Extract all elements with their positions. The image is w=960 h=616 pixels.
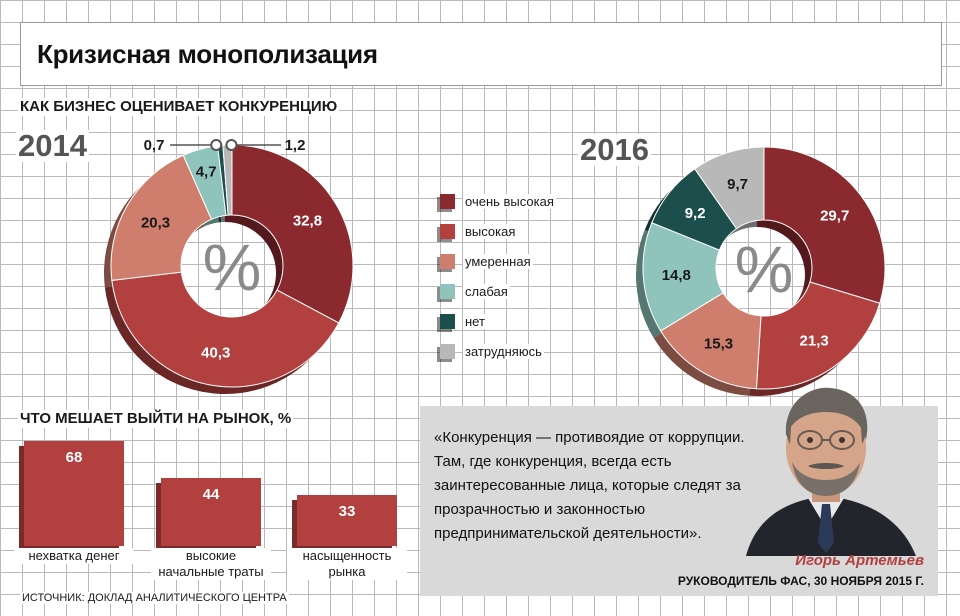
donut-2014-label-4: 0,7	[144, 137, 165, 154]
donut-2016-label-2: 15,3	[704, 335, 733, 352]
legend-label: нет	[463, 313, 487, 329]
donut-2016-slice-5	[694, 146, 765, 230]
source-note: ИСТОЧНИК: ДОКЛАД АНАЛИТИЧЕСКОГО ЦЕНТРА	[20, 592, 289, 604]
legend-item: высокая	[440, 216, 556, 246]
quote-author: Игорь Артемьев	[795, 552, 924, 569]
legend-item: слабая	[440, 276, 556, 306]
bar-category-label-line: начальные траты	[158, 564, 264, 579]
bar-category-label: нехватка денег	[14, 548, 134, 564]
quote-text: «Конкуренция — противоядие от коррупции.…	[434, 429, 745, 542]
year-2016-label: 2016	[578, 132, 651, 167]
legend-swatch	[440, 343, 455, 359]
legend-label: очень высокая	[463, 193, 556, 209]
legend-swatch	[440, 253, 455, 269]
legend-swatch	[440, 283, 455, 299]
quote-box: «Конкуренция — противоядие от коррупции.…	[420, 387, 938, 596]
legend: очень высокая высокая умеренная слабая нет за…	[440, 186, 556, 366]
bar: 44	[161, 478, 261, 546]
donut-2014-label-3: 4,7	[196, 163, 217, 180]
donut-2014-label-5: 1,2	[285, 137, 306, 154]
donut-2014-label-2: 20,3	[141, 214, 170, 231]
donut-2014-slice-2	[110, 154, 213, 281]
donut-2016-slice-0	[763, 146, 886, 304]
quote-author-role: РУКОВОДИТЕЛЬ ФАС, 30 НОЯБРЯ 2015 Г.	[677, 574, 924, 588]
donut-2014-label-1: 40,3	[201, 344, 230, 361]
legend-label: затрудняюсь	[463, 343, 544, 359]
bar: 33	[297, 495, 397, 546]
donut-2014-slice-0	[231, 144, 354, 324]
bar-category-label-line: высокие	[185, 548, 237, 563]
bar-value: 33	[338, 503, 356, 521]
year-2014-label: 2014	[16, 128, 89, 163]
legend-label: высокая	[463, 223, 518, 239]
page-title: Кризисная монополизация	[37, 39, 378, 69]
donut-2016-percent-sign: %	[735, 232, 794, 306]
donut-2016-label-3: 14,8	[662, 267, 691, 284]
donut-2014-percent-sign: %	[203, 230, 262, 304]
legend-swatch	[440, 313, 455, 329]
bar-value: 44	[202, 486, 220, 504]
donut-2016: % 29,7 21,3 15,3 14,8 9,2 9,7	[635, 146, 886, 396]
title-bar: Кризисная монополизация	[20, 22, 942, 86]
bar-category-label-line: насыщенность	[302, 548, 392, 563]
legend-item: очень высокая	[440, 186, 556, 216]
legend-item: затрудняюсь	[440, 336, 556, 366]
donut-2016-slice-2	[659, 292, 762, 390]
market-entry-section-title: ЧТО МЕШАЕТ ВЫЙТИ НА РЫНОК, %	[18, 410, 294, 428]
legend-swatch	[440, 193, 455, 209]
legend-item: умеренная	[440, 246, 556, 276]
donut-2014: % 32,8 40,3 20,3 4,7 0,7 1,2	[104, 137, 354, 394]
bar-category-label: высокие начальные траты	[151, 548, 271, 580]
legend-swatch	[440, 223, 455, 239]
donut-2016-label-5: 9,7	[727, 176, 748, 193]
donut-2016-slice-3	[642, 222, 724, 332]
bar-category-label-line: рынка	[328, 564, 366, 579]
donut-2016-label-4: 9,2	[685, 205, 706, 222]
donut-2016-label-0: 29,7	[820, 208, 849, 225]
bar: 68	[24, 441, 124, 546]
donut-2016-label-1: 21,3	[800, 332, 829, 349]
legend-item: нет	[440, 306, 556, 336]
bar-category-label: насыщенность рынка	[287, 548, 407, 580]
donut-2016-slice-1	[755, 281, 881, 390]
legend-label: слабая	[463, 283, 510, 299]
bar-value: 68	[65, 449, 83, 466]
competition-section-title: КАК БИЗНЕС ОЦЕНИВАЕТ КОНКУРЕНЦИЮ	[18, 98, 340, 116]
donut-2014-slice-1	[111, 271, 340, 388]
donut-2014-leader-marker-0	[210, 139, 223, 151]
legend-label: умеренная	[463, 253, 533, 269]
bar-category-label-line: нехватка денег	[28, 548, 120, 563]
donut-2014-label-0: 32,8	[293, 213, 322, 230]
portrait-image	[746, 387, 916, 556]
donut-2014-leader-marker-1	[225, 139, 238, 151]
